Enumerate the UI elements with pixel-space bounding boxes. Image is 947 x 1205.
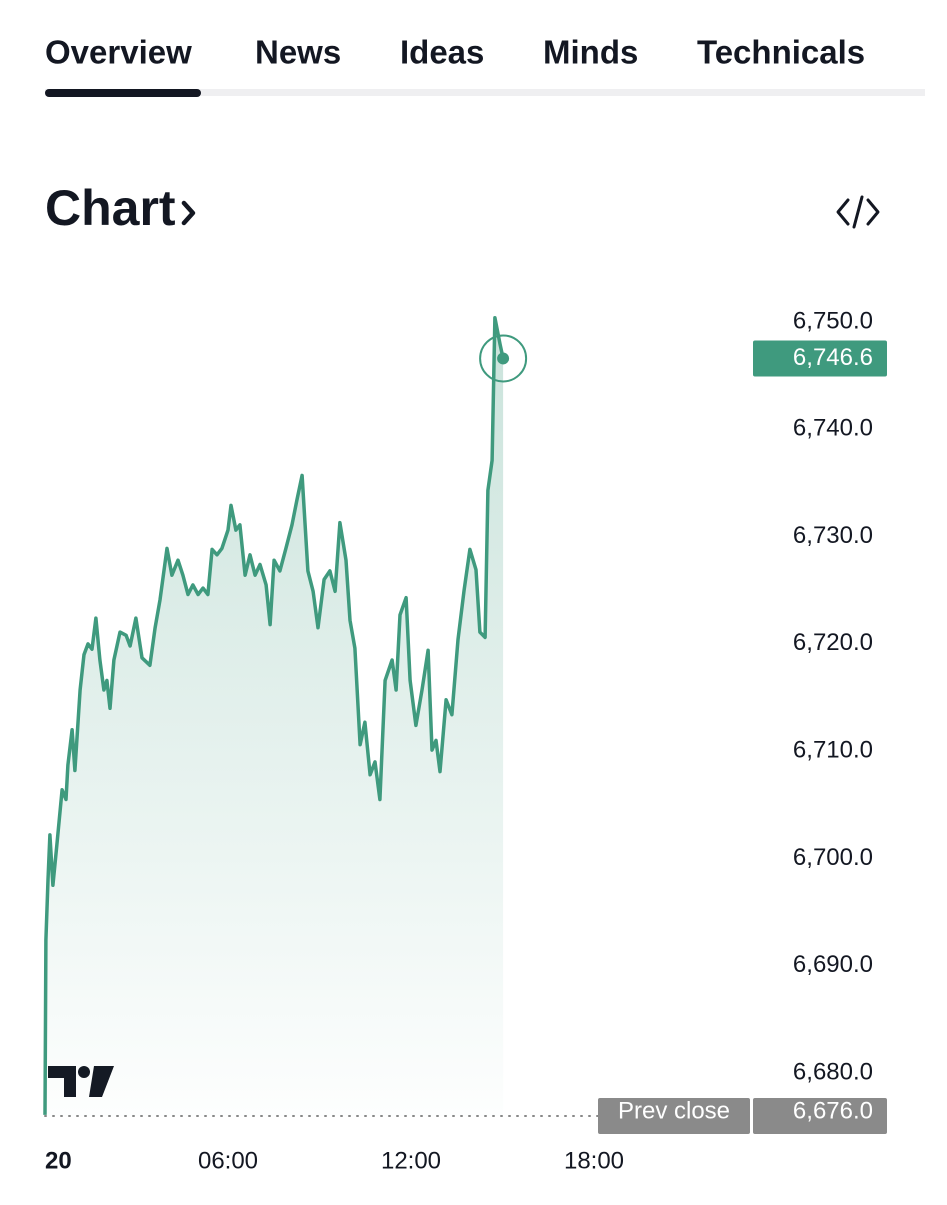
y-tick-label: 6,680.0 [793,1058,873,1085]
y-tick-label: 6,740.0 [793,415,873,442]
x-tick-label: 12:00 [381,1147,441,1174]
tab-track [45,89,925,96]
tab-indicator [45,89,201,97]
current-ring [479,334,528,383]
current-price-box [753,340,887,377]
x-tick-label: 06:00 [198,1147,258,1174]
prev-close-box [753,1098,887,1134]
tab[interactable]: Minds [543,34,638,71]
x-tick-label: 18:00 [564,1147,624,1174]
tab[interactable]: Ideas [400,34,484,71]
tab[interactable]: News [255,34,341,71]
tab[interactable]: Technicals [697,34,865,71]
prev-close-name-box [598,1098,750,1134]
y-tick-label: 6,750.0 [793,307,873,334]
price-line [43,315,505,1115]
area [45,317,504,1116]
y-tick-label: 6,690.0 [793,951,873,978]
tab[interactable]: Overview [45,34,192,71]
chevron[interactable] [181,200,196,226]
prev-close-name: Prev close [618,1097,730,1124]
embed-icon[interactable] [836,195,880,229]
y-tick-label: 6,730.0 [793,522,873,549]
x-tick-label: 20 [45,1147,72,1174]
prev-close-label: 6,676.0 [793,1097,873,1124]
section-title[interactable]: Chart [45,180,176,236]
y-tick-label: 6,700.0 [793,844,873,871]
current-price-label: 6,746.6 [793,344,873,371]
current-dot [497,352,510,365]
y-tick-label: 6,710.0 [793,737,873,764]
y-tick-label: 6,720.0 [793,629,873,656]
